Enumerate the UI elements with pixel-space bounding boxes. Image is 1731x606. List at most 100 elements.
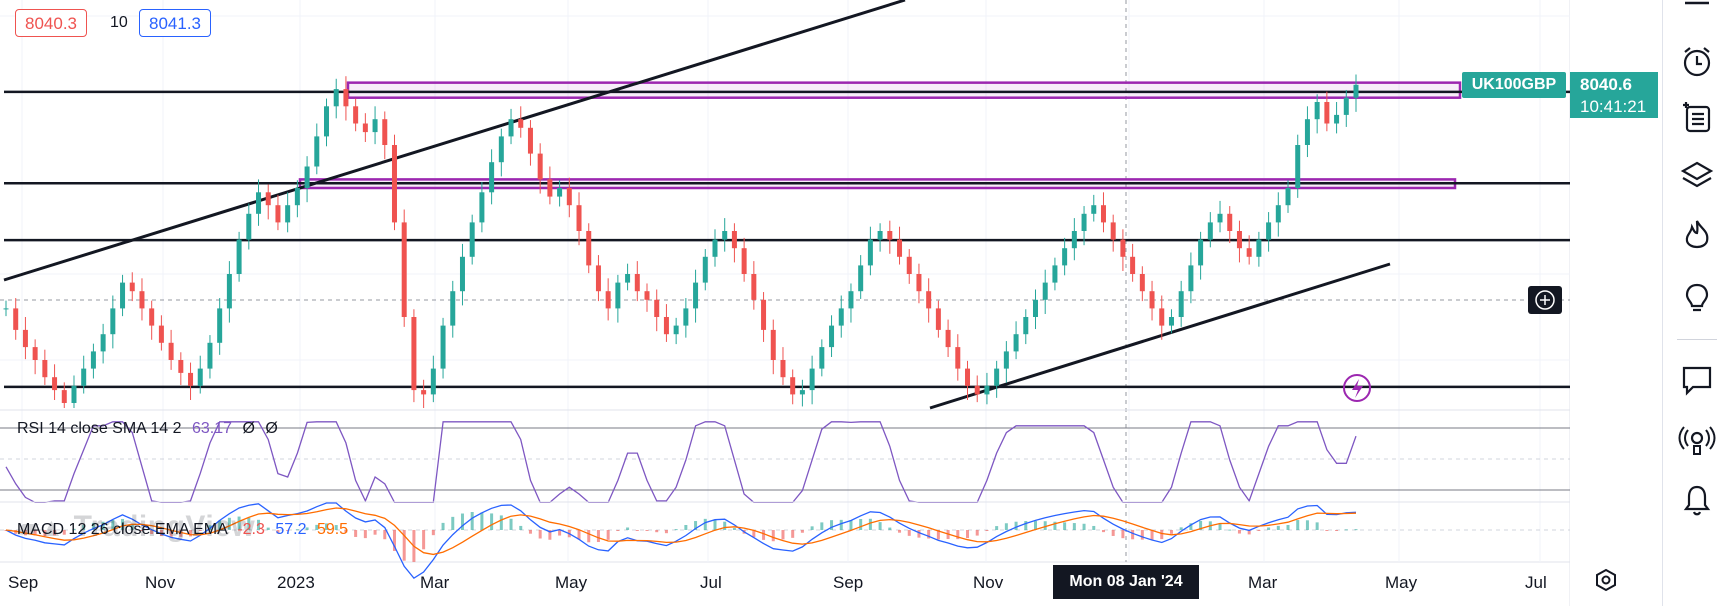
candle-body: [42, 360, 48, 378]
macd-histogram-bar: [111, 519, 115, 530]
candle-body: [994, 368, 1000, 386]
candle-body: [1130, 256, 1136, 274]
macd-histogram-bar: [169, 530, 173, 538]
last-price-box: 8040.6 10:41:21: [1570, 72, 1658, 118]
candle-body: [1207, 222, 1213, 240]
macd-histogram-bar: [373, 530, 377, 535]
macd-histogram-bar: [1179, 527, 1183, 530]
alerts-button[interactable]: [1675, 40, 1719, 84]
candle-body: [790, 377, 796, 395]
time-axis-label: Sep: [833, 573, 863, 592]
candle-body: [13, 308, 19, 330]
candle-body: [285, 205, 291, 223]
candle-body: [90, 351, 96, 369]
macd-histogram-bar: [1286, 524, 1290, 530]
candle-body: [71, 385, 77, 403]
candle-body: [906, 256, 912, 274]
candle-body: [731, 231, 737, 249]
macd-histogram-bar: [917, 530, 921, 538]
chart-settings-icon[interactable]: [1592, 566, 1620, 594]
candle-body: [867, 239, 873, 266]
chats-button[interactable]: [1675, 358, 1719, 402]
macd-histogram-bar: [664, 530, 668, 534]
macd-label: MACD 12 26 close EMA EMA: [17, 521, 227, 538]
macd-histogram-bar: [1257, 530, 1261, 531]
time-axis-label: Nov: [973, 573, 1004, 592]
rsi-extra-2: Ø: [265, 420, 278, 437]
candle-body: [557, 188, 563, 197]
candle-body: [32, 347, 38, 360]
candle-body: [625, 274, 631, 283]
macd-histogram-bar: [1024, 521, 1028, 530]
streams-button[interactable]: [1675, 420, 1719, 464]
sell-price-button[interactable]: 8040.3: [15, 9, 87, 37]
candle-body: [372, 119, 378, 133]
candle-body: [508, 119, 514, 137]
flame-icon: [1685, 220, 1709, 249]
candle-body: [673, 325, 679, 335]
macd-legend[interactable]: MACD 12 26 close EMA EMA -2.3 57.2 59.5: [17, 521, 348, 539]
macd-histogram-bar: [898, 530, 902, 533]
chart-canvas[interactable]: 8200.07600.07400.08023.57811.07678.87337…: [0, 0, 1570, 606]
object-tree-button[interactable]: [1675, 95, 1719, 139]
macd-histogram-bar: [179, 530, 183, 537]
buy-price-button[interactable]: 8041.3: [139, 9, 211, 37]
ideas-button[interactable]: [1675, 276, 1719, 320]
candle-body: [421, 390, 427, 395]
candle-body: [547, 179, 553, 197]
macd-histogram-bar: [237, 516, 241, 530]
notifications-button[interactable]: [1675, 478, 1719, 522]
macd-histogram-bar: [1072, 523, 1076, 530]
lightning-icon: [1343, 374, 1371, 402]
hotlists-button[interactable]: [1675, 213, 1719, 257]
macd-histogram-bar: [189, 530, 193, 537]
candle-body: [518, 119, 524, 128]
candle-body: [576, 205, 582, 231]
candle-body: [61, 390, 67, 403]
chart-area[interactable]: 8200.07600.07400.08023.57811.07678.87337…: [0, 0, 1658, 606]
macd-histogram-bar: [626, 527, 630, 530]
alarm-clock-icon: [1683, 47, 1711, 77]
macd-histogram-bar: [684, 525, 688, 530]
watchlist-button[interactable]: [1675, 0, 1719, 30]
macd-histogram-bar: [1150, 530, 1154, 540]
rsi-legend[interactable]: RSI 14 close SMA 14 2 63.17 Ø Ø: [17, 420, 278, 438]
rsi-extra-1: Ø: [242, 420, 255, 437]
resistance-zone: [346, 81, 1462, 99]
macd-histogram-bar: [62, 530, 66, 535]
candle-body: [897, 239, 903, 257]
macd-histogram-bar: [422, 530, 426, 550]
candle-body: [887, 231, 893, 240]
macd-histogram-bar: [713, 519, 717, 530]
macd-histogram-bar: [1014, 521, 1018, 530]
candle-body: [693, 282, 699, 309]
macd-histogram-bar: [752, 530, 756, 538]
macd-histogram-bar: [810, 526, 814, 530]
candle-body: [197, 368, 203, 386]
layers-button[interactable]: [1675, 153, 1719, 197]
candle-body: [22, 329, 28, 348]
candle-body: [168, 342, 174, 360]
rsi-label: RSI 14 close SMA 14 2: [17, 420, 182, 437]
candle-body: [848, 291, 854, 309]
candle-body: [236, 239, 242, 274]
macd-histogram-bar: [402, 530, 406, 561]
macd-histogram-bar: [509, 518, 513, 530]
candle-body: [1314, 102, 1320, 120]
candle-body: [1295, 145, 1301, 188]
macd-histogram-bar: [1063, 522, 1067, 530]
candle-body: [683, 308, 689, 326]
macd-histogram-bar: [635, 530, 639, 531]
candle-body: [926, 291, 932, 309]
macd-histogram-bar: [159, 530, 163, 537]
crosshair-plus-icon: [1535, 290, 1555, 310]
candle-body: [1227, 213, 1233, 231]
candle-body: [459, 256, 465, 292]
candle-body: [498, 136, 504, 163]
macd-histogram-bar: [616, 530, 620, 531]
macd-histogram-bar: [1033, 520, 1037, 530]
lightbulb-icon: [1685, 283, 1709, 312]
candle-body: [799, 390, 805, 395]
candle-body: [1304, 119, 1310, 145]
symbol-label[interactable]: UK100GBP: [1462, 72, 1566, 98]
